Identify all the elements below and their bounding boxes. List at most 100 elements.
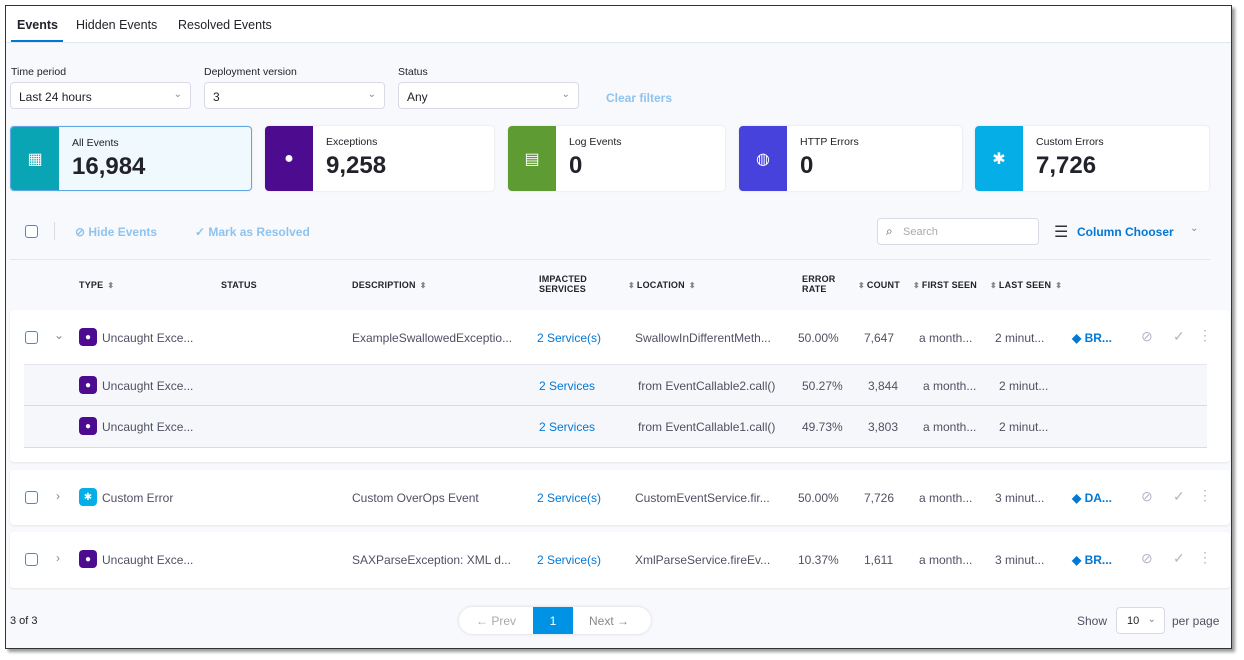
sort-icon: ⬍: [990, 281, 997, 290]
jira-link[interactable]: ◆ DA...: [1072, 491, 1112, 505]
deployment-version-select[interactable]: 3 ⌄: [204, 82, 385, 109]
impacted-services-link[interactable]: 2 Service(s): [537, 331, 602, 345]
table-row[interactable]: › ● Uncaught Exce... SAXParseException: …: [10, 532, 1230, 588]
card-exceptions[interactable]: ● Exceptions 9,258: [265, 126, 494, 191]
chevron-down-icon: ⌄: [173, 89, 182, 100]
more-options-icon[interactable]: ⋮: [1198, 487, 1212, 503]
last-seen: 3 minut...: [995, 491, 1045, 505]
card-http-errors[interactable]: ◍ HTTP Errors 0: [739, 126, 962, 191]
jira-link[interactable]: ◆ BR...: [1072, 331, 1112, 345]
tab-hidden-events[interactable]: Hidden Events: [76, 18, 158, 32]
first-seen: a month...: [919, 331, 973, 345]
impacted-services-link[interactable]: 2 Services: [539, 420, 596, 434]
jira-link[interactable]: ◆ BR...: [1072, 553, 1112, 567]
row-checkbox[interactable]: [25, 331, 38, 344]
deployment-version-value: 3: [213, 90, 220, 104]
last-seen: 3 minut...: [995, 553, 1045, 567]
hide-icon[interactable]: ⊘: [1141, 328, 1153, 344]
chevron-down-icon[interactable]: ⌄: [1190, 223, 1199, 234]
error-rate: 50.00%: [798, 491, 839, 505]
hide-events-button[interactable]: ⊘ Hide Events: [75, 225, 157, 239]
type: Uncaught Exce...: [102, 379, 194, 393]
events-page: Events Hidden Events Resolved Events Tim…: [5, 5, 1232, 649]
search-input[interactable]: ⌕ Search: [877, 218, 1039, 245]
row-checkbox[interactable]: [25, 553, 38, 566]
impacted-services-link[interactable]: 2 Service(s): [537, 491, 602, 505]
flame-icon: ●: [265, 126, 313, 191]
header-description[interactable]: DESCRIPTION ⬍: [352, 280, 427, 290]
resolve-check-icon[interactable]: ✓: [1173, 488, 1185, 504]
card-value: 16,984: [72, 153, 146, 180]
more-options-icon[interactable]: ⋮: [1198, 549, 1212, 565]
table-row[interactable]: › ✱ Custom Error Custom OverOps Event 2 …: [10, 470, 1230, 525]
chevron-right-icon[interactable]: ›: [56, 489, 60, 503]
card-label: HTTP Errors: [800, 136, 859, 148]
page-1-button[interactable]: 1: [533, 607, 573, 634]
error-rate: 49.73%: [802, 420, 843, 434]
search-placeholder: Search: [903, 226, 938, 238]
chevron-down-icon[interactable]: ⌄: [54, 328, 65, 342]
page-size-value: 10: [1127, 615, 1140, 627]
header-status: STATUS: [221, 280, 257, 290]
hide-icon[interactable]: ⊘: [1141, 488, 1153, 504]
status-select[interactable]: Any ⌄: [398, 82, 579, 109]
sub-row[interactable]: ● Uncaught Exce... 2 Services from Event…: [24, 364, 1207, 406]
resolve-check-icon[interactable]: ✓: [1173, 328, 1185, 344]
card-value: 0: [569, 152, 583, 179]
tab-events[interactable]: Events: [17, 18, 58, 32]
header-location[interactable]: ⬍ LOCATION ⬍: [628, 280, 696, 290]
description[interactable]: ExampleSwallowedExceptio...: [352, 331, 513, 345]
last-seen: 2 minut...: [995, 331, 1045, 345]
sort-icon: ⬍: [107, 281, 115, 290]
card-all-events[interactable]: ▦ All Events 16,984: [10, 126, 252, 191]
check-icon: ✓: [195, 225, 209, 239]
header-first-seen[interactable]: ⬍ FIRST SEEN: [913, 280, 977, 290]
card-custom-errors[interactable]: ✱ Custom Errors 7,726: [975, 126, 1209, 191]
column-chooser-button[interactable]: Column Chooser: [1077, 225, 1174, 239]
exception-type-icon: ●: [79, 417, 97, 435]
chevron-down-icon: ⌄: [561, 89, 570, 100]
select-all-checkbox[interactable]: [25, 225, 38, 238]
type: Custom Error: [102, 491, 174, 505]
description[interactable]: Custom OverOps Event: [352, 491, 479, 505]
tab-resolved-events[interactable]: Resolved Events: [178, 18, 272, 32]
impacted-services-link[interactable]: 2 Service(s): [537, 553, 602, 567]
table-row[interactable]: ⌄ ● Uncaught Exce... ExampleSwallowedExc…: [10, 310, 1230, 462]
count: 7,647: [864, 331, 895, 345]
chevron-right-icon[interactable]: ›: [56, 551, 60, 565]
prev-button[interactable]: ← Prev: [476, 614, 517, 628]
more-options-icon[interactable]: ⋮: [1198, 327, 1212, 343]
type: Uncaught Exce...: [102, 331, 194, 345]
description[interactable]: SAXParseException: XML d...: [352, 553, 511, 567]
sort-icon: ⬍: [419, 281, 427, 290]
header-error-rate: ERROR RATE: [802, 274, 836, 294]
header-last-seen[interactable]: ⬍ LAST SEEN ⬍: [990, 280, 1063, 290]
count: 1,611: [864, 553, 894, 567]
tab-bar: Events Hidden Events Resolved Events: [6, 6, 1231, 43]
time-period-select[interactable]: Last 24 hours ⌄: [10, 82, 191, 109]
card-label: All Events: [72, 137, 119, 149]
row-checkbox[interactable]: [25, 491, 38, 504]
card-label: Custom Errors: [1036, 136, 1104, 148]
document-icon: ▤: [508, 126, 556, 191]
globe-icon: ◍: [739, 126, 787, 191]
mark-resolved-label: Mark as Resolved: [208, 225, 310, 239]
exception-type-icon: ●: [79, 328, 97, 346]
eye-off-icon: ⊘: [75, 225, 89, 239]
error-rate: 50.00%: [798, 331, 839, 345]
impacted-services-link[interactable]: 2 Services: [539, 379, 596, 393]
location: from EventCallable2.call(): [638, 379, 776, 393]
divider: [54, 222, 55, 240]
card-log-events[interactable]: ▤ Log Events 0: [508, 126, 725, 191]
grid-icon: ▦: [11, 127, 59, 190]
hide-icon[interactable]: ⊘: [1141, 550, 1153, 566]
sort-icon: ⬍: [858, 281, 865, 290]
page-size-select[interactable]: 10 ⌄: [1116, 607, 1165, 634]
clear-filters-button[interactable]: Clear filters: [606, 91, 673, 105]
header-type[interactable]: TYPE ⬍: [79, 280, 115, 290]
sub-row[interactable]: ● Uncaught Exce... 2 Services from Event…: [24, 406, 1207, 448]
header-count[interactable]: ⬍ COUNT: [858, 280, 900, 290]
resolve-check-icon[interactable]: ✓: [1173, 550, 1185, 566]
next-button[interactable]: Next →: [589, 614, 630, 628]
mark-resolved-button[interactable]: ✓ Mark as Resolved: [195, 225, 310, 239]
